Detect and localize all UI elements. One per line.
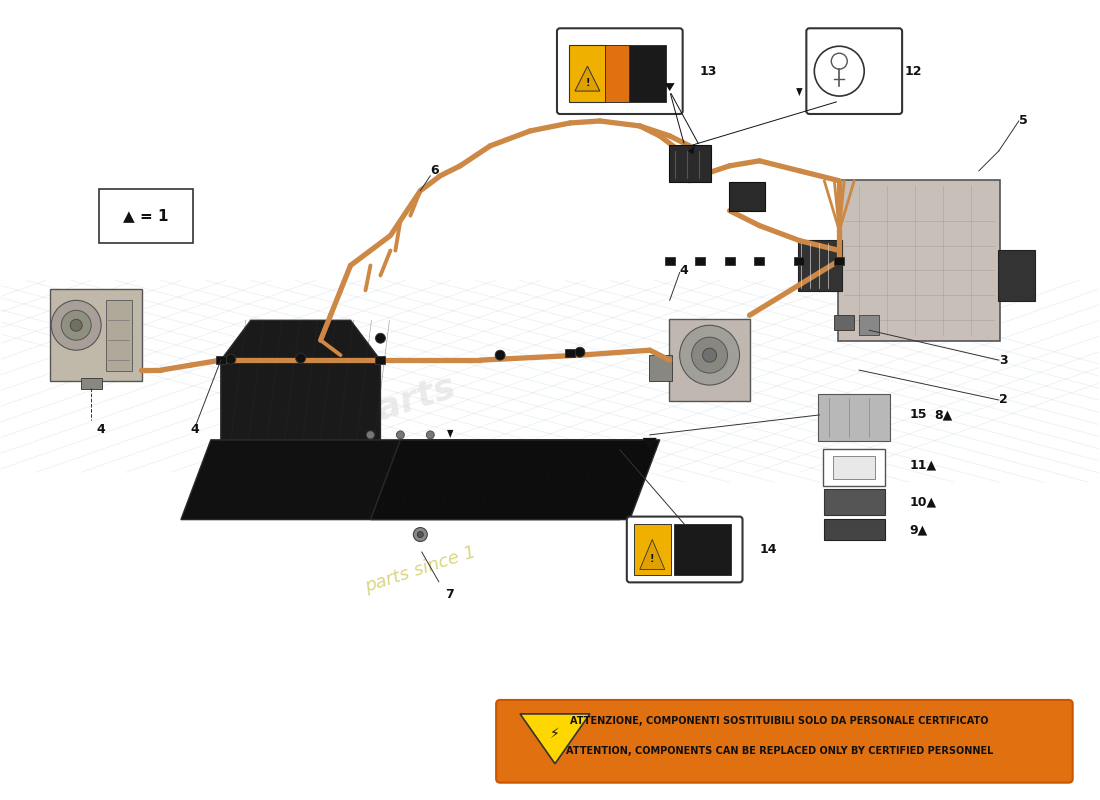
Text: 6: 6 [430, 164, 439, 178]
Polygon shape [640, 539, 664, 570]
FancyBboxPatch shape [106, 300, 132, 370]
Text: !: ! [585, 78, 590, 88]
FancyBboxPatch shape [823, 449, 886, 486]
Text: 11▲: 11▲ [909, 458, 936, 471]
Polygon shape [834, 315, 855, 330]
Circle shape [703, 348, 716, 362]
FancyBboxPatch shape [799, 239, 843, 291]
Text: ⚡: ⚡ [550, 727, 560, 741]
Text: 5: 5 [1019, 114, 1027, 127]
Text: parts since 1: parts since 1 [362, 543, 478, 596]
Circle shape [62, 310, 91, 340]
FancyBboxPatch shape [669, 145, 711, 182]
Polygon shape [688, 146, 694, 154]
Text: 8▲: 8▲ [934, 409, 953, 422]
Circle shape [417, 531, 424, 538]
Polygon shape [520, 714, 590, 764]
FancyBboxPatch shape [998, 250, 1035, 302]
FancyBboxPatch shape [818, 394, 890, 441]
FancyBboxPatch shape [673, 523, 730, 575]
Circle shape [832, 54, 847, 69]
FancyBboxPatch shape [216, 356, 225, 364]
Circle shape [52, 300, 101, 350]
Polygon shape [575, 66, 600, 91]
FancyBboxPatch shape [806, 28, 902, 114]
Text: 2: 2 [999, 394, 1008, 406]
FancyBboxPatch shape [649, 354, 672, 381]
Circle shape [575, 347, 585, 357]
FancyBboxPatch shape [729, 182, 764, 211]
Text: 3: 3 [999, 354, 1008, 366]
Text: EUROparts: EUROparts [241, 370, 460, 470]
Polygon shape [221, 320, 381, 440]
Polygon shape [371, 440, 660, 519]
Text: 4: 4 [191, 423, 200, 436]
Text: 10▲: 10▲ [909, 495, 936, 508]
Circle shape [495, 350, 505, 360]
Circle shape [70, 319, 82, 331]
Text: 4: 4 [96, 423, 104, 436]
FancyBboxPatch shape [605, 46, 629, 102]
Circle shape [375, 334, 385, 343]
FancyBboxPatch shape [557, 28, 683, 114]
Circle shape [692, 338, 727, 373]
FancyBboxPatch shape [496, 700, 1072, 782]
Polygon shape [664, 83, 674, 91]
Circle shape [680, 326, 739, 385]
Circle shape [414, 527, 427, 542]
FancyBboxPatch shape [565, 349, 575, 357]
FancyBboxPatch shape [664, 258, 674, 266]
Text: 14: 14 [759, 543, 777, 556]
Polygon shape [642, 438, 657, 450]
Text: 12: 12 [904, 65, 922, 78]
Text: 9▲: 9▲ [909, 523, 927, 536]
FancyBboxPatch shape [99, 189, 192, 242]
FancyBboxPatch shape [834, 456, 876, 478]
Circle shape [296, 353, 306, 363]
Polygon shape [447, 430, 453, 438]
FancyBboxPatch shape [694, 258, 705, 266]
FancyBboxPatch shape [634, 523, 671, 575]
Polygon shape [180, 440, 650, 519]
FancyBboxPatch shape [725, 258, 735, 266]
Text: 15: 15 [909, 409, 926, 422]
FancyBboxPatch shape [824, 519, 884, 540]
FancyBboxPatch shape [794, 258, 804, 266]
Circle shape [396, 431, 405, 439]
FancyBboxPatch shape [755, 258, 764, 266]
Circle shape [226, 354, 235, 364]
Circle shape [366, 431, 374, 439]
FancyBboxPatch shape [569, 46, 606, 102]
Polygon shape [859, 315, 879, 335]
FancyBboxPatch shape [80, 378, 101, 389]
Text: 7: 7 [446, 588, 454, 601]
FancyBboxPatch shape [375, 356, 385, 364]
FancyBboxPatch shape [627, 517, 743, 582]
Circle shape [427, 431, 434, 439]
FancyBboxPatch shape [834, 258, 845, 266]
FancyBboxPatch shape [629, 46, 666, 102]
Polygon shape [796, 88, 803, 96]
Text: ATTENZIONE, COMPONENTI SOSTITUIBILI SOLO DA PERSONALE CERTIFICATO: ATTENZIONE, COMPONENTI SOSTITUIBILI SOLO… [570, 716, 989, 726]
FancyBboxPatch shape [51, 290, 142, 381]
FancyBboxPatch shape [824, 489, 884, 515]
Text: !: ! [650, 554, 654, 565]
Text: 4: 4 [680, 264, 689, 277]
Circle shape [814, 46, 865, 96]
Text: a passion for: a passion for [263, 463, 378, 516]
FancyBboxPatch shape [838, 180, 1000, 342]
Text: ATTENTION, COMPONENTS CAN BE REPLACED ONLY BY CERTIFIED PERSONNEL: ATTENTION, COMPONENTS CAN BE REPLACED ON… [565, 746, 993, 756]
Text: ▲ = 1: ▲ = 1 [123, 208, 168, 223]
Text: 13: 13 [700, 65, 717, 78]
FancyBboxPatch shape [669, 319, 750, 401]
